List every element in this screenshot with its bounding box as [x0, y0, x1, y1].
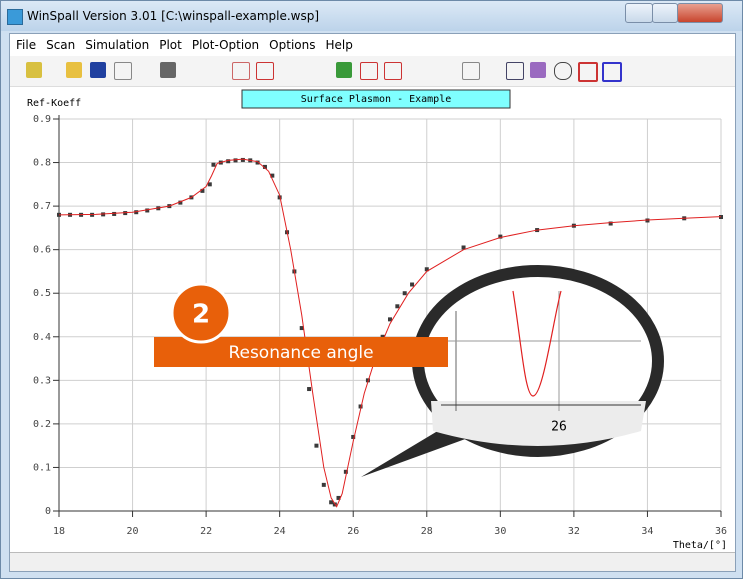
data-point [410, 283, 414, 287]
x-tick-label: 18 [53, 526, 65, 537]
y-tick-label: 0.3 [33, 375, 51, 386]
plot: Surface Plasmon - Example Ref-Koeff Thet… [1, 1, 742, 578]
x-tick-label: 20 [127, 526, 139, 537]
x-tick-label: 30 [494, 526, 506, 537]
data-point [112, 212, 116, 216]
data-point [211, 163, 215, 167]
y-tick-label: 0.7 [33, 201, 51, 212]
callout-label: Resonance angle [228, 343, 373, 363]
data-point [307, 387, 311, 391]
x-tick-label: 24 [274, 526, 286, 537]
chart-title: Surface Plasmon - Example [301, 94, 452, 105]
y-tick-label: 0.8 [33, 158, 51, 169]
x-tick-label: 22 [200, 526, 212, 537]
callout: 26 Resonance angle 2 [154, 271, 658, 477]
data-point [234, 158, 238, 162]
y-tick-label: 0.4 [33, 332, 51, 343]
window: WinSpall Version 3.01 [C:\winspall-examp… [0, 0, 743, 579]
data-point [314, 444, 318, 448]
x-tick-label: 36 [715, 526, 727, 537]
y-tick-label: 0.2 [33, 419, 51, 430]
x-tick-label: 32 [568, 526, 580, 537]
y-tick-label: 0 [45, 506, 51, 517]
y-tick-label: 0.9 [33, 114, 51, 125]
callout-number: 2 [192, 300, 210, 330]
y-tick-label: 0.6 [33, 245, 51, 256]
lens-tick-label: 26 [551, 420, 567, 435]
x-tick-label: 28 [421, 526, 433, 537]
x-tick-label: 26 [347, 526, 359, 537]
data-point [395, 304, 399, 308]
x-tick-label: 34 [641, 526, 653, 537]
data-point [241, 158, 245, 162]
y-axis-label: Ref-Koeff [27, 98, 81, 109]
x-axis-label: Theta/[°] [673, 540, 727, 551]
data-point [322, 483, 326, 487]
data-point [403, 291, 407, 295]
y-tick-label: 0.5 [33, 288, 51, 299]
y-tick-label: 0.1 [33, 462, 51, 473]
